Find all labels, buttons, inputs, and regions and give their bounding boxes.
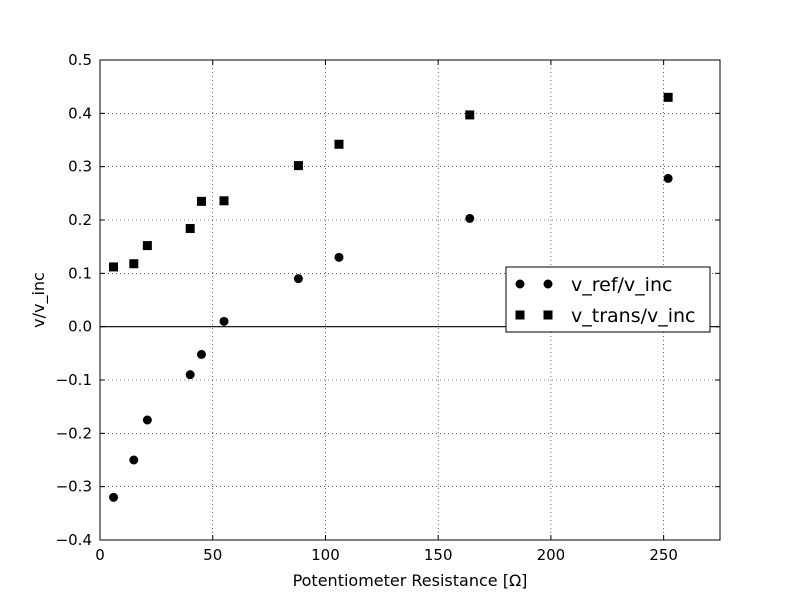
x-tick-label: 0 — [95, 546, 105, 564]
plot-frame — [99, 59, 721, 541]
trans-point — [465, 110, 475, 120]
trans-point — [196, 196, 206, 206]
y-tick-label: 0.2 — [68, 211, 92, 229]
y-tick-label: 0.5 — [68, 51, 92, 69]
trans-point — [142, 241, 152, 251]
ref-point — [185, 370, 195, 380]
ref-point — [663, 173, 673, 183]
y-tick-label: 0.0 — [68, 318, 92, 336]
ref-point — [465, 213, 475, 223]
trans-point — [663, 92, 673, 102]
ref-point — [129, 455, 139, 465]
trans-point — [293, 161, 303, 171]
ref-point — [334, 252, 344, 262]
ref-point — [196, 349, 206, 359]
trans-point — [219, 196, 229, 206]
x-tick-label: 250 — [649, 546, 678, 564]
trans-point — [185, 224, 195, 234]
legend-marker — [515, 279, 525, 289]
y-tick-label: −0.3 — [56, 478, 92, 496]
trans-point — [109, 262, 119, 272]
legend-label: v_trans/v_inc — [571, 305, 696, 327]
ref-point — [109, 492, 119, 502]
trans-point — [129, 259, 139, 269]
legend-marker — [543, 310, 553, 320]
y-axis-label: v/v_inc — [29, 272, 49, 328]
legend-marker — [515, 310, 525, 320]
legend: v_ref/v_inc v_trans/v_inc — [505, 266, 711, 333]
y-tick-label: −0.2 — [56, 424, 92, 442]
y-tick-label: 0.1 — [68, 264, 92, 282]
legend-box — [505, 266, 711, 333]
trans-point — [334, 139, 344, 149]
y-tick-label: 0.3 — [68, 158, 92, 176]
x-tick-label: 50 — [203, 546, 222, 564]
y-tick-label: 0.4 — [68, 104, 92, 122]
x-tick-label: 200 — [537, 546, 566, 564]
ref-point — [142, 415, 152, 425]
y-tick-label: −0.1 — [56, 371, 92, 389]
legend-label: v_ref/v_inc — [571, 274, 672, 296]
x-tick-label: 100 — [311, 546, 340, 564]
legend-marker — [543, 279, 553, 289]
data-points — [109, 92, 673, 502]
ref-point — [219, 316, 229, 326]
x-tick-label: 150 — [424, 546, 453, 564]
y-tick-label: −0.4 — [56, 531, 92, 549]
ref-point — [293, 274, 303, 284]
x-axis-label: Potentiometer Resistance [Ω] — [293, 571, 528, 590]
axis-ticks: 0 50 100 150 200 250 −0.4 −0.3 −0.2 −0.1 0.0 0.1 0.2… — [56, 51, 720, 564]
